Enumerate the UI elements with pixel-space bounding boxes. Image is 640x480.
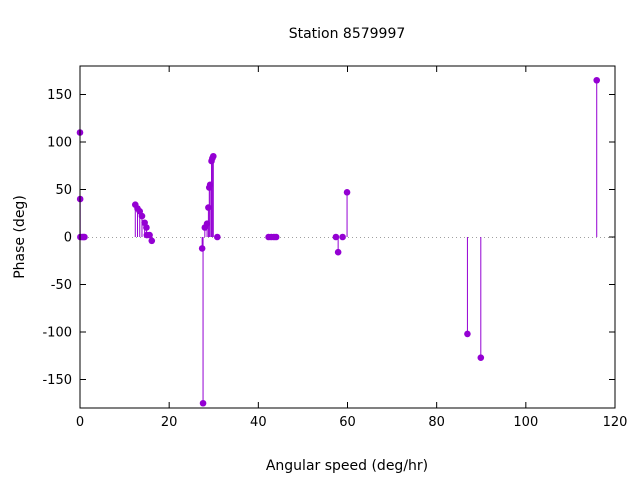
data-point [146, 231, 153, 239]
data-point [205, 204, 212, 211]
data-point [203, 220, 211, 227]
data-point [272, 233, 280, 241]
data-point [198, 245, 206, 252]
x-tick-label: 80 [428, 415, 445, 430]
impulse-lines [79, 80, 598, 404]
data-point [464, 330, 471, 338]
x-tick-label: 60 [339, 415, 356, 430]
data-points [76, 76, 601, 407]
y-tick-label: 150 [47, 88, 72, 103]
data-point [138, 212, 146, 220]
data-point [143, 224, 150, 231]
data-point [206, 181, 214, 189]
x-axis-ticks: 0 20 40 60 80 100 120 [76, 66, 628, 430]
data-point [199, 399, 207, 407]
y-tick-label: 100 [47, 136, 72, 151]
y-tick-label: 50 [55, 183, 72, 198]
data-point [210, 152, 217, 160]
x-tick-label: 40 [250, 415, 267, 430]
x-axis-label: Angular speed (deg/hr) [266, 458, 428, 474]
data-point [339, 233, 346, 241]
chart-title: Station 8579997 [289, 26, 406, 42]
y-axis-ticks: -150 -100 -50 0 50 100 150 [42, 88, 615, 388]
y-tick-label: -150 [42, 373, 72, 388]
data-point [477, 354, 485, 361]
y-tick-label: 0 [64, 231, 72, 246]
x-tick-label: 100 [513, 415, 538, 430]
data-point [334, 248, 342, 256]
y-tick-label: -100 [42, 326, 72, 341]
x-tick-label: 120 [603, 415, 628, 430]
data-point [81, 233, 88, 241]
x-tick-label: 20 [161, 415, 178, 430]
data-point [332, 233, 340, 241]
x-tick-label: 0 [76, 415, 84, 430]
y-axis-label: Phase (deg) [12, 195, 28, 279]
plot-frame [79, 65, 616, 409]
data-point [148, 237, 156, 245]
data-point [214, 233, 221, 241]
data-point [593, 76, 601, 84]
y-tick-label: -50 [51, 278, 72, 293]
data-point [343, 189, 351, 196]
